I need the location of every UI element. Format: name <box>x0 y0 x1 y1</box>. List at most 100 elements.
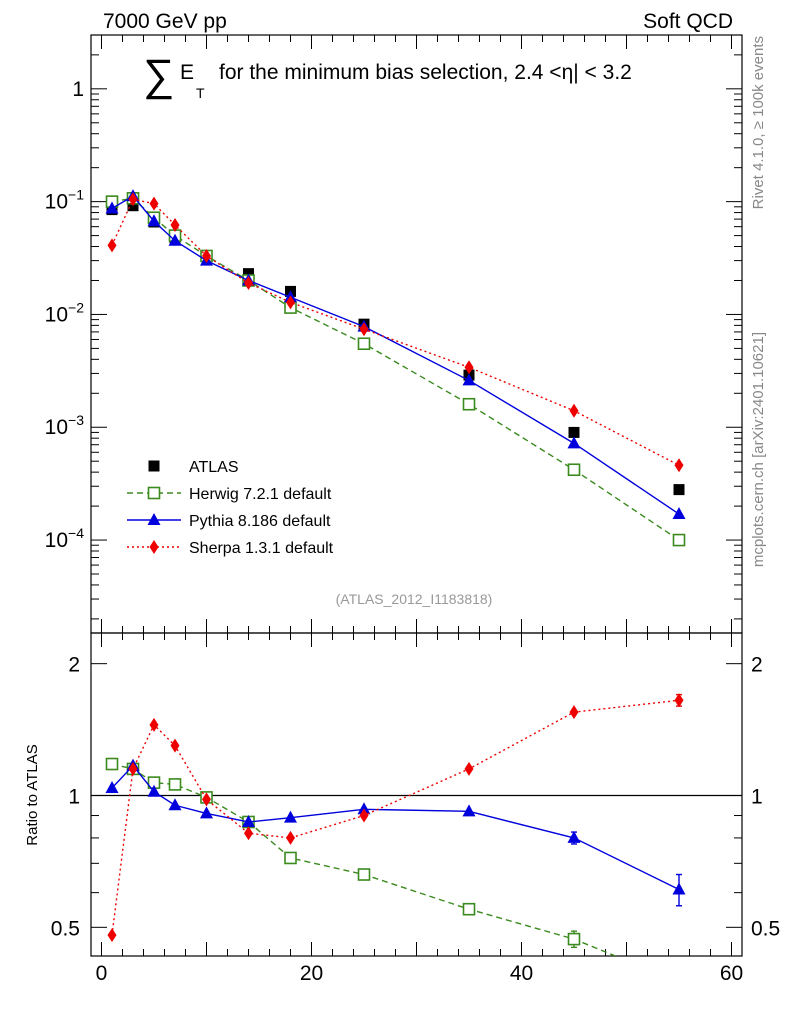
ratio-point-sherpa <box>244 826 253 841</box>
point-atlas <box>568 426 580 438</box>
legend-label-atlas: ATLAS <box>189 459 239 476</box>
main-axes: 1 10−1 10−2 10−3 10−4 <box>45 34 742 633</box>
ratio-point-pythia <box>357 802 371 815</box>
ratio-point-herwig <box>168 778 182 791</box>
ratio-point-sherpa <box>359 808 369 823</box>
ytick-label: 10−3 <box>45 412 85 439</box>
point-sherpa <box>359 322 369 337</box>
sum-symbol: ∑ <box>143 51 174 100</box>
point-pythia <box>168 233 182 246</box>
rivet-label: Rivet 4.1.0, ≥ 100k events <box>750 36 767 209</box>
legend: ATLAS Herwig 7.2.1 default Pythia 8.186 de… <box>127 459 334 557</box>
ratio-point-pythia <box>147 784 161 797</box>
ratio-ytick-label-right: 1 <box>751 785 763 808</box>
title-e: E <box>180 61 194 84</box>
ratio-point-sherpa <box>569 705 579 720</box>
ratio-point-pythia <box>105 781 119 794</box>
header-right: Soft QCD <box>643 10 733 33</box>
ratio-point-sherpa <box>464 761 474 776</box>
legend-label-herwig: Herwig 7.2.1 default <box>189 486 332 503</box>
ratio-ytick-label: 1 <box>68 785 80 808</box>
ratio-point-sherpa <box>170 738 180 753</box>
mcplots-label: mcplots.cern.ch [arXiv:2401.10621] <box>750 332 767 567</box>
ratio-ytick-label: 0.5 <box>51 917 80 940</box>
point-pythia <box>462 373 476 386</box>
ratio-point-herwig <box>462 902 476 916</box>
xtick-label: 0 <box>96 962 108 985</box>
point-sherpa <box>569 403 579 418</box>
ratio-point-sherpa <box>674 693 684 708</box>
point-sherpa <box>674 458 684 473</box>
ratio-point-herwig <box>567 932 581 946</box>
analysis-id: (ATLAS_2012_I1183818) <box>336 591 493 607</box>
title-sub: T <box>196 85 205 101</box>
point-sherpa <box>464 360 474 375</box>
legend-marker-sherpa <box>149 540 159 554</box>
title-text: for the minimum bias selection, 2.4 <η| … <box>219 61 632 84</box>
ratio-series-sherpa <box>107 693 684 943</box>
point-pythia <box>105 201 119 214</box>
xtick-label: 40 <box>510 962 533 985</box>
point-sherpa <box>149 196 159 211</box>
legend-item-atlas: ATLAS <box>148 459 239 476</box>
ratio-series <box>105 693 686 988</box>
ratio-point-herwig <box>284 851 297 865</box>
point-herwig <box>672 533 686 547</box>
ratio-point-pythia <box>672 882 686 895</box>
main-series <box>105 189 686 547</box>
legend-marker-herwig <box>147 486 161 500</box>
legend-marker-atlas <box>148 460 160 472</box>
series-sherpa <box>107 192 684 473</box>
xtick-label: 60 <box>720 962 743 985</box>
ratio-point-sherpa <box>202 792 211 807</box>
header-left: 7000 GeV pp <box>103 10 227 33</box>
point-sherpa <box>107 238 117 253</box>
legend-item-herwig: Herwig 7.2.1 default <box>127 486 332 503</box>
ratio-ytick-label: 2 <box>68 654 80 677</box>
point-sherpa <box>128 192 138 207</box>
ratio-point-pythia <box>168 798 182 811</box>
point-atlas <box>673 484 685 496</box>
plot-title: ∑ E T for the minimum bias selection, 2.… <box>143 51 632 101</box>
ratio-point-sherpa <box>286 830 295 845</box>
point-herwig <box>357 337 371 351</box>
ratio-point-sherpa <box>149 717 159 732</box>
point-pythia <box>147 214 161 227</box>
series-atlas <box>106 200 685 496</box>
point-sherpa <box>286 295 295 310</box>
ratio-ytick-label-right: 2 <box>751 654 763 677</box>
ytick-label: 10−1 <box>45 187 85 214</box>
point-sherpa <box>170 218 180 233</box>
legend-item-sherpa: Sherpa 1.3.1 default <box>127 540 334 557</box>
ratio-point-pythia <box>284 810 297 823</box>
point-sherpa <box>202 248 211 263</box>
ratio-point-sherpa <box>128 761 138 776</box>
ratio-line-sherpa <box>111 699 680 936</box>
ratio-point-pythia <box>242 814 255 827</box>
ratio-point-herwig <box>357 868 371 881</box>
ytick-label: 10−4 <box>45 525 85 552</box>
ratio-ytick-label-right: 0.5 <box>751 917 780 940</box>
ratio-series-pythia <box>105 758 686 907</box>
ratio-axes: 0 20 40 60 0.5 0.5 1 1 2 2 <box>51 633 780 985</box>
legend-item-pythia: Pythia 8.186 default <box>127 513 331 530</box>
title-main: for the minimum bias selection, 2.4 < <box>219 61 562 84</box>
point-sherpa <box>244 275 253 290</box>
point-herwig <box>462 397 476 411</box>
legend-label-pythia: Pythia 8.186 default <box>189 513 331 530</box>
series-line-sherpa <box>111 198 680 466</box>
ratio-frame <box>90 632 743 957</box>
point-herwig <box>567 463 581 477</box>
ytick-label: 1 <box>72 78 84 101</box>
ratio-point-pythia <box>567 830 581 843</box>
ratio-point-pythia <box>462 804 476 817</box>
ratio-ylabel: Ratio to ATLAS <box>24 744 41 845</box>
legend-label-sherpa: Sherpa 1.3.1 default <box>189 540 334 557</box>
ratio-point-sherpa <box>107 928 117 943</box>
point-pythia <box>672 507 686 520</box>
ratio-point-herwig <box>105 757 119 771</box>
xtick-label: 20 <box>300 962 323 985</box>
ratio-point-herwig <box>674 977 685 988</box>
title-rest: | < 3.2 <box>573 61 632 84</box>
